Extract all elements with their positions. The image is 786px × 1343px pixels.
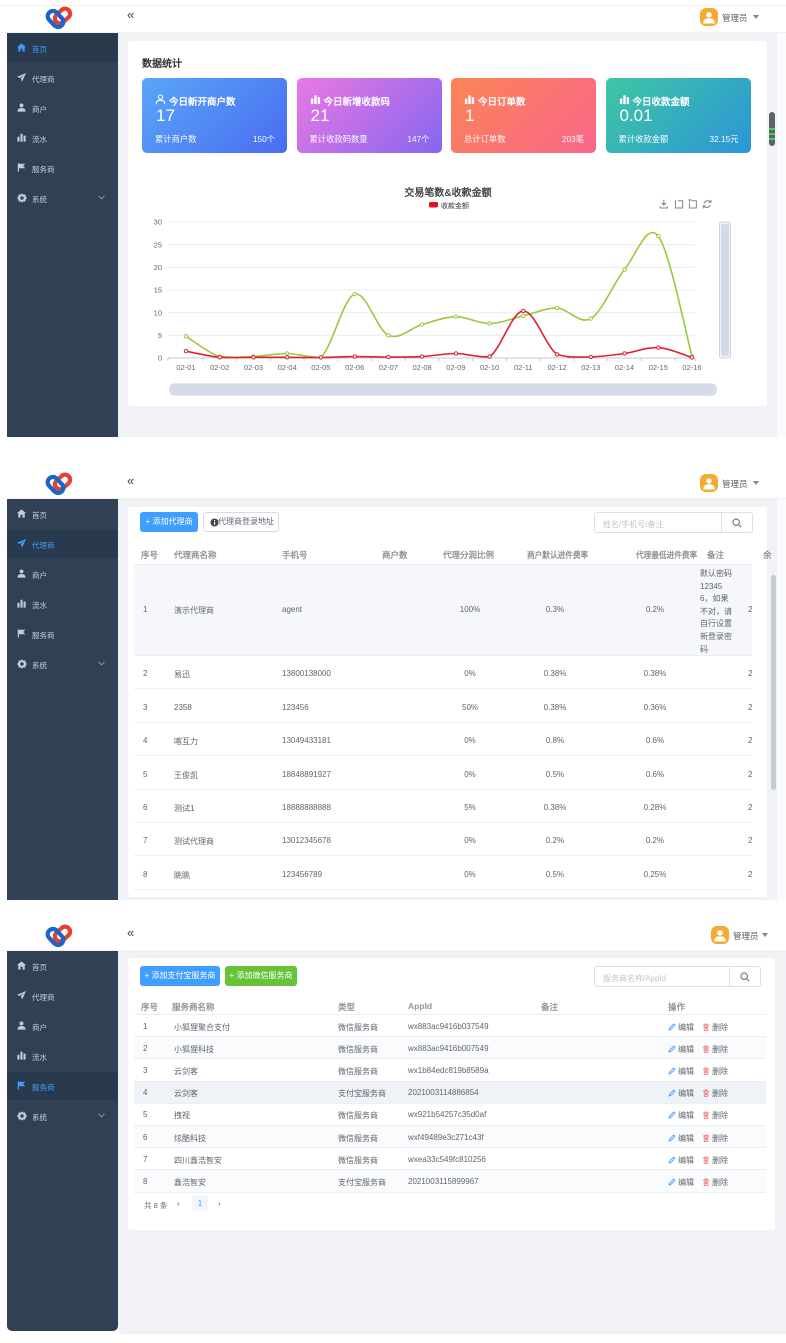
svg-text:02-05: 02-05 [311, 363, 330, 372]
svg-text:02-15: 02-15 [649, 363, 668, 372]
svg-text:10: 10 [154, 308, 162, 317]
svg-text:02-03: 02-03 [244, 363, 263, 372]
svg-text:02-16: 02-16 [682, 363, 701, 372]
svg-text:02-10: 02-10 [480, 363, 499, 372]
svg-text:02-14: 02-14 [615, 363, 634, 372]
svg-text:02-06: 02-06 [345, 363, 364, 372]
svg-text:02-11: 02-11 [514, 363, 533, 372]
svg-text:25: 25 [154, 240, 162, 249]
svg-text:02-07: 02-07 [379, 363, 398, 372]
svg-text:02-12: 02-12 [548, 363, 567, 372]
svg-text:5: 5 [158, 331, 162, 340]
svg-text:15: 15 [154, 286, 162, 295]
svg-text:02-09: 02-09 [446, 363, 465, 372]
svg-text:0: 0 [158, 354, 162, 363]
svg-text:20: 20 [154, 263, 162, 272]
svg-text:02-13: 02-13 [581, 363, 600, 372]
svg-text:02-02: 02-02 [210, 363, 229, 372]
svg-text:02-04: 02-04 [278, 363, 297, 372]
svg-text:02-01: 02-01 [176, 363, 195, 372]
svg-text:30: 30 [154, 218, 162, 227]
svg-text:02-08: 02-08 [413, 363, 432, 372]
svg-text:收款金额: 收款金额 [441, 201, 469, 210]
svg-text:交易笔数&收款金额: 交易笔数&收款金额 [404, 186, 491, 199]
